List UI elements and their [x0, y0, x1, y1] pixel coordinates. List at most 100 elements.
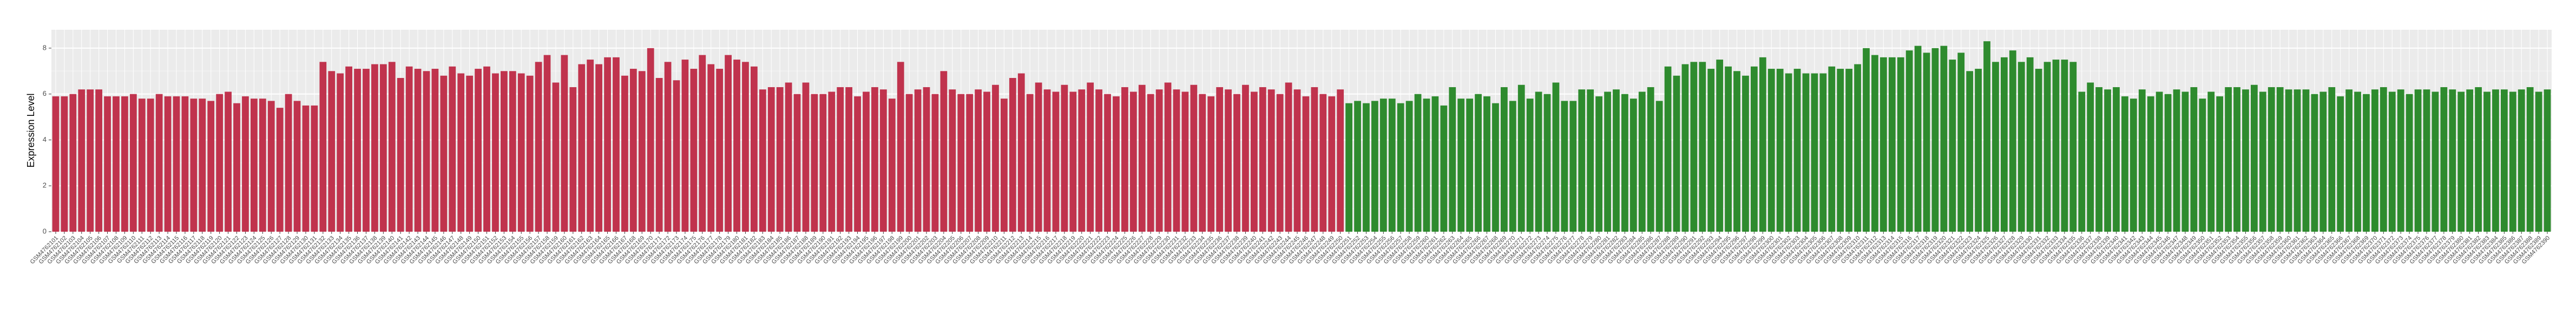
bar: [1155, 89, 1163, 232]
bar: [2518, 89, 2525, 232]
bar: [1880, 57, 1887, 232]
bar: [552, 82, 560, 232]
bar: [1742, 75, 1749, 232]
bar: [879, 89, 887, 232]
bar: [1483, 96, 1490, 232]
bar: [199, 99, 206, 232]
bar: [2492, 89, 2499, 232]
bar: [138, 99, 146, 232]
bar: [1595, 96, 1602, 232]
bar: [2380, 87, 2387, 232]
bar: [1138, 84, 1146, 232]
bar: [1664, 66, 1672, 232]
bar: [251, 99, 258, 232]
bar: [1337, 89, 1344, 232]
bar: [2311, 94, 2318, 232]
bar: [1785, 73, 1792, 232]
bar: [1173, 89, 1180, 232]
bar: [957, 94, 965, 232]
bar: [1423, 99, 1430, 232]
bar: [173, 96, 180, 232]
y-tick-label: 0: [43, 227, 47, 235]
bar: [1578, 89, 1586, 232]
bar: [1414, 94, 1422, 232]
bar: [1225, 89, 1232, 232]
bar: [759, 89, 766, 232]
bar: [802, 82, 810, 232]
bar: [2009, 50, 2016, 232]
bar: [1259, 87, 1266, 232]
bar: [629, 69, 637, 232]
bar: [1078, 89, 1086, 232]
bar: [1216, 87, 1224, 232]
bar: [1267, 89, 1275, 232]
bar: [267, 101, 275, 232]
bar: [2268, 87, 2275, 232]
bar: [337, 73, 344, 232]
bar: [1655, 101, 1663, 232]
bar: [509, 71, 516, 232]
y-axis-title: Expression Level: [25, 93, 36, 167]
bar: [1104, 94, 1111, 232]
bar: [2113, 87, 2120, 232]
bar: [733, 60, 740, 232]
bar: [2371, 89, 2378, 232]
bar: [2018, 62, 2025, 232]
bar: [1509, 101, 1516, 232]
bar: [811, 94, 818, 232]
bar: [1302, 96, 1310, 232]
bar: [2328, 87, 2336, 232]
bar: [1397, 103, 1404, 232]
bar: [949, 89, 956, 232]
bar: [1949, 60, 1956, 232]
bar: [1371, 101, 1378, 232]
bar: [1957, 53, 1965, 232]
bar: [345, 66, 352, 232]
bar: [259, 99, 266, 232]
bar: [1983, 41, 1990, 232]
bar: [1819, 73, 1827, 232]
bar: [1207, 96, 1215, 232]
bar: [1535, 91, 1542, 232]
bar: [578, 64, 586, 232]
bar: [1897, 57, 1904, 232]
bar: [52, 96, 60, 232]
bar: [1164, 82, 1172, 232]
bar: [2285, 89, 2292, 232]
bar: [492, 73, 499, 232]
bar: [1492, 103, 1499, 232]
bar: [569, 87, 577, 232]
bar: [121, 96, 128, 232]
bar: [1552, 82, 1560, 232]
bar: [845, 87, 852, 232]
bar: [793, 94, 801, 232]
bar: [328, 71, 336, 232]
bar: [61, 96, 68, 232]
bar: [940, 71, 948, 232]
bar: [449, 66, 456, 232]
bar: [707, 64, 715, 232]
bar: [164, 96, 172, 232]
bar: [828, 91, 836, 232]
bar: [767, 87, 775, 232]
bar: [1475, 94, 1482, 232]
bar: [2294, 89, 2301, 232]
bar: [1888, 57, 1896, 232]
bar: [613, 57, 620, 232]
bar: [2388, 91, 2396, 232]
bar: [931, 94, 939, 232]
bar: [1776, 69, 1784, 232]
bar: [983, 91, 990, 232]
bar: [147, 99, 154, 232]
bar: [457, 73, 465, 232]
bar: [242, 96, 249, 232]
bar: [2181, 91, 2189, 232]
bar: [1863, 48, 1870, 232]
bar: [638, 71, 646, 232]
bar: [1975, 69, 1982, 232]
bar: [690, 69, 698, 232]
bar: [561, 55, 568, 232]
bar: [2501, 89, 2508, 232]
bar: [2251, 84, 2258, 232]
